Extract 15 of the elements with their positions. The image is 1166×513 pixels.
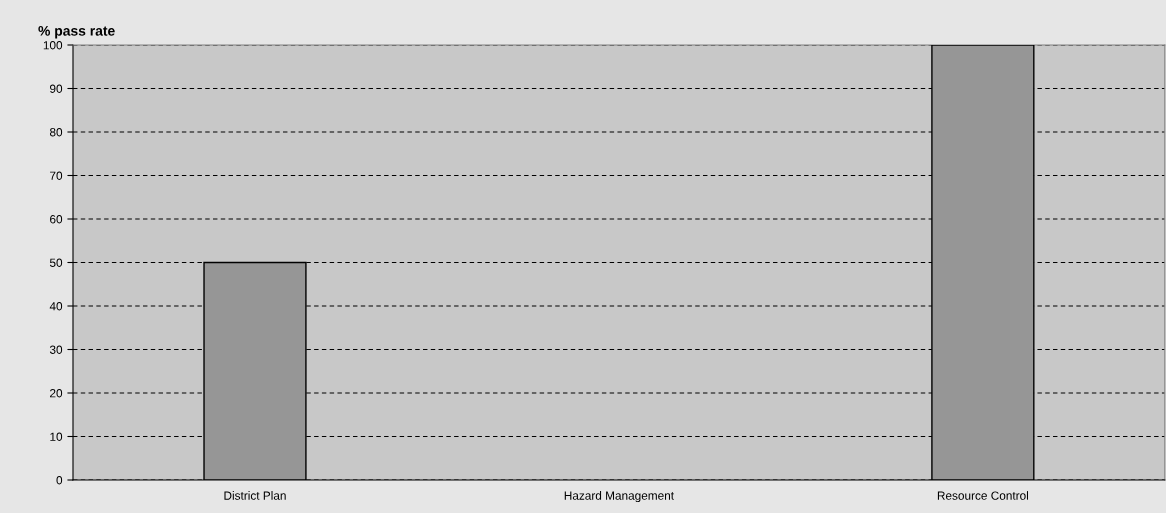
x-tick-label: Resource Control: [937, 491, 1029, 500]
y-tick-label: 80: [49, 128, 63, 137]
y-tick-label: 50: [49, 258, 63, 267]
y-tick-label: 10: [50, 432, 63, 441]
y-tick-label: 100: [43, 41, 63, 50]
y-tick-label: 30: [49, 345, 63, 354]
y-tick-label: 60: [50, 215, 63, 224]
y-tick-label: 90: [50, 84, 63, 93]
y-tick-label: 70: [50, 171, 63, 180]
y-tick-label: 0: [56, 476, 63, 485]
y-tick-label: 20: [50, 389, 63, 398]
x-tick-label: District Plan: [224, 491, 286, 500]
x-tick-label: Hazard Management: [564, 491, 674, 503]
y-tick-label: 40: [49, 302, 63, 311]
y-axis-title: % pass rate: [38, 25, 115, 39]
